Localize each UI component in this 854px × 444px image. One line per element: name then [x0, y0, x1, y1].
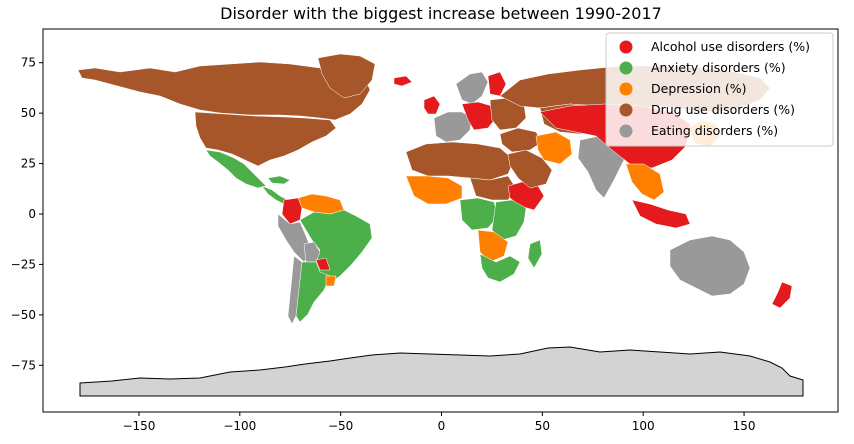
- region-west-africa: [405, 175, 463, 205]
- region-arabia: [507, 149, 553, 189]
- legend-label: Anxiety disorders (%): [651, 60, 786, 75]
- x-tick-label: 0: [438, 419, 446, 433]
- region-uk-ireland: [423, 95, 441, 115]
- legend-entry: Alcohol use disorders (%): [619, 39, 810, 54]
- region-argentina: [295, 261, 331, 323]
- region-iran: [535, 131, 573, 165]
- legend-entry: Eating disorders (%): [619, 123, 778, 138]
- x-tick-label: 100: [632, 419, 655, 433]
- legend-label: Alcohol use disorders (%): [651, 39, 810, 54]
- region-angola-zambia: [477, 229, 509, 263]
- region-mexico: [205, 149, 267, 189]
- legend-label: Drug use disorders (%): [651, 102, 795, 117]
- region-canada-alaska: [77, 61, 371, 121]
- region-cuba: [267, 175, 291, 185]
- region-greenland: [317, 53, 376, 99]
- legend-marker: [619, 61, 633, 75]
- legend-label: Depression (%): [651, 81, 746, 96]
- region-finland: [487, 71, 507, 97]
- region-new-zealand: [771, 281, 793, 309]
- region-usa: [194, 111, 337, 167]
- region-madagascar: [527, 239, 543, 269]
- y-tick-label: 0: [28, 207, 36, 221]
- legend: Alcohol use disorders (%) Anxiety disord…: [605, 32, 834, 147]
- x-tick-label: −100: [223, 419, 256, 433]
- legend-label: Eating disorders (%): [651, 123, 778, 138]
- y-tick-label: −75: [11, 358, 36, 372]
- legend-entry: Depression (%): [619, 81, 746, 96]
- y-tick-label: 50: [21, 106, 36, 120]
- region-southern-africa: [479, 253, 521, 283]
- legend-marker: [619, 103, 633, 117]
- x-tick-label: 150: [733, 419, 756, 433]
- legend-marker: [619, 82, 633, 96]
- legend-box: [605, 32, 834, 147]
- legend-entry: Anxiety disorders (%): [619, 60, 786, 75]
- y-tick-label: 25: [21, 157, 36, 171]
- region-scandinavia: [455, 71, 489, 105]
- region-east-africa: [491, 199, 527, 241]
- region-antarctica: [79, 346, 804, 397]
- x-tick-label: −50: [328, 419, 353, 433]
- legend-marker: [619, 40, 633, 54]
- region-uruguay: [325, 275, 337, 287]
- region-bolivia: [303, 241, 321, 263]
- y-tick-label: −25: [11, 257, 36, 271]
- region-central-europe: [461, 101, 497, 131]
- x-axis: −150 −100 −50 0 50 100 150: [122, 412, 756, 433]
- region-southeast-asia: [625, 163, 665, 201]
- x-tick-label: −150: [122, 419, 155, 433]
- y-axis: 75 50 25 0 −25 −50 −75: [11, 56, 43, 372]
- region-paraguay: [315, 257, 331, 271]
- x-tick-label: 50: [535, 419, 550, 433]
- region-western-europe: [433, 111, 473, 143]
- map-regions: [77, 53, 804, 397]
- region-indonesia: [631, 199, 691, 229]
- plot-frame: [42, 28, 839, 413]
- region-middle-east: [499, 127, 543, 153]
- legend-marker: [619, 124, 633, 138]
- y-tick-label: −50: [11, 308, 36, 322]
- region-iceland: [393, 75, 413, 87]
- region-australia: [669, 235, 751, 297]
- map-title: Disorder with the biggest increase betwe…: [220, 4, 662, 23]
- legend-entry: Drug use disorders (%): [619, 102, 795, 117]
- y-tick-label: 75: [21, 56, 36, 70]
